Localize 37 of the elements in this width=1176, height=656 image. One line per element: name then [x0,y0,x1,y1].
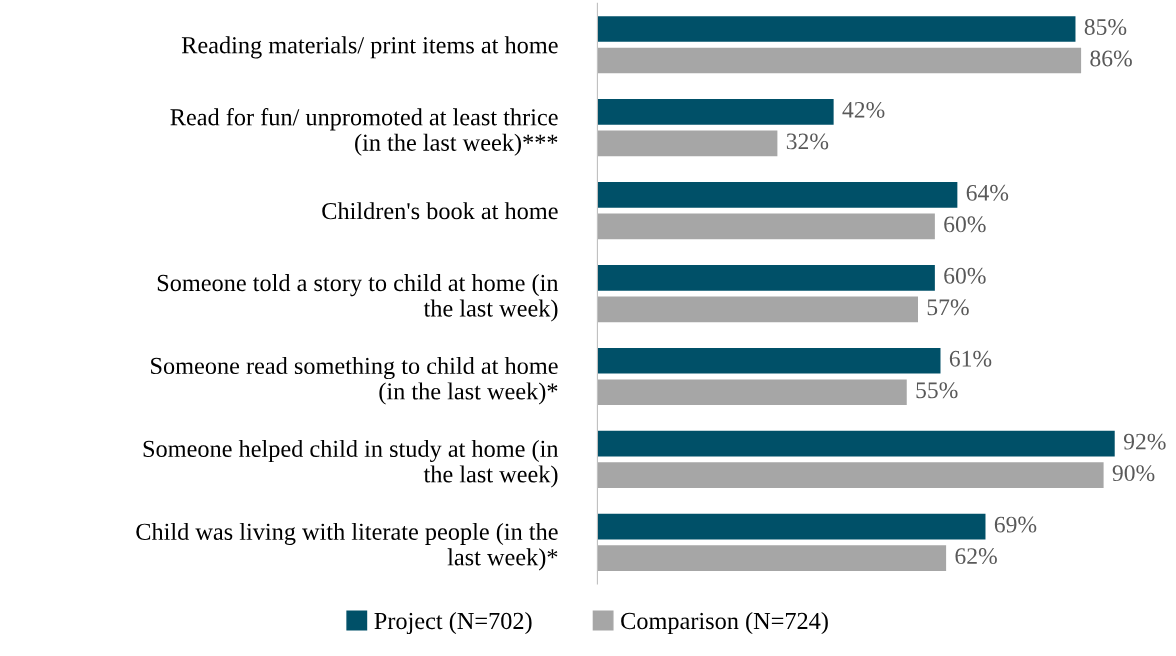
bar [597,99,834,125]
bar [597,462,1104,489]
y-tick-label: Someone helped child in study at home (in the last week) [143,439,559,488]
bar [597,379,907,406]
bar [597,213,935,240]
y-tick-label: Child was living with literate people (in the last week)* [136,522,558,571]
bar [597,347,941,374]
legend-label: Project (N=702) [374,612,532,635]
data-label: 42% [842,101,885,118]
bar [597,47,1082,74]
bar [597,182,958,208]
y-tick-label: Read for fun/ unpromoted at least thrice (in the last week)*** [170,108,558,156]
y-tick-label: Children's book at home [322,202,558,220]
data-label: 85% [1084,18,1127,35]
y-tick-label: Someone read something to child at home (in the last week)* [151,357,558,405]
bar [597,296,918,323]
y-tick-label: Reading materials/ print items at home [181,36,558,59]
bar [597,513,986,540]
y-tick-label: Someone told a story to child at home (in the last week) [157,274,559,322]
data-label: 60% [944,267,986,284]
data-label: 55% [916,382,958,399]
data-label: 90% [1112,465,1155,482]
data-label: 64% [966,184,1009,201]
data-label: 62% [955,548,997,565]
bar [597,430,1115,457]
data-label: 60% [944,216,986,233]
bar [597,545,947,571]
data-label: 57% [927,299,969,316]
data-label: 61% [949,350,992,367]
bar [597,264,935,291]
legend-label: Comparison (N=724) [621,612,828,635]
data-label: 32% [786,133,829,150]
data-label: 86% [1090,50,1132,67]
data-label: 69% [994,516,1037,533]
bar [597,130,778,157]
bar [597,16,1076,42]
data-label: 92% [1123,433,1166,450]
